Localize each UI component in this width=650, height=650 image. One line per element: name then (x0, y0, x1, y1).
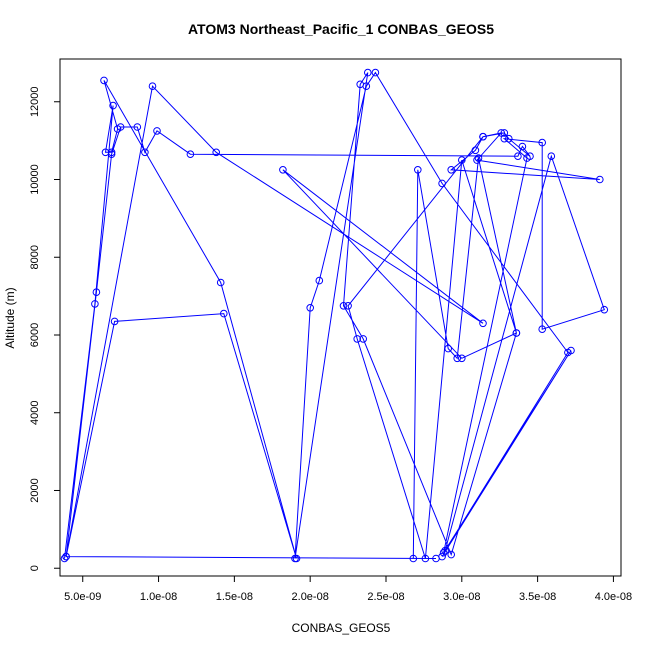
data-point (141, 148, 149, 157)
data-point (438, 552, 446, 561)
data-point (600, 305, 609, 314)
y-axis: 0 2000 4000 6000 8000 10000 12000 (29, 86, 60, 571)
y-tick-label: 2000 (29, 478, 41, 502)
data-point (116, 123, 125, 131)
data-point (514, 152, 522, 160)
data-point (364, 68, 372, 77)
data-point (453, 354, 462, 363)
data-point (447, 166, 456, 174)
data-point (107, 148, 116, 157)
plot-area (60, 68, 609, 563)
data-point (512, 329, 521, 337)
series-line (64, 71, 605, 559)
data-points (60, 68, 609, 563)
x-tick-label: 4.0e-08 (595, 591, 632, 603)
y-tick-label: 4000 (29, 400, 41, 424)
data-point (547, 152, 556, 160)
data-point (339, 302, 348, 310)
plot-frame (59, 58, 622, 577)
x-tick-label: 2.5e-08 (367, 591, 404, 603)
data-point (497, 129, 506, 137)
data-point (133, 123, 142, 131)
x-tick-label: 3.0e-08 (443, 591, 480, 603)
data-point (109, 101, 117, 110)
data-point (110, 317, 119, 326)
data-point (439, 548, 448, 557)
data-point (279, 166, 287, 174)
data-point (458, 156, 466, 164)
data-point (148, 82, 157, 90)
data-point (344, 302, 352, 310)
y-tick-label: 8000 (29, 245, 41, 269)
data-point (353, 335, 362, 343)
data-point (107, 150, 116, 158)
data-point (473, 156, 481, 164)
data-point (567, 346, 575, 355)
data-point (479, 319, 487, 328)
data-point (458, 354, 466, 363)
data-point (438, 179, 446, 188)
x-tick-label: 3.5e-08 (519, 591, 556, 603)
x-axis: 5.0e-09 1.0e-08 1.5e-08 2.0e-08 2.5e-08 3.0e-… (64, 576, 632, 603)
data-point (500, 129, 509, 137)
data-point (153, 127, 161, 135)
data-point (359, 335, 368, 343)
data-point (518, 142, 527, 151)
data-point (306, 304, 315, 312)
data-point (474, 154, 483, 162)
data-point (212, 148, 220, 157)
data-point (414, 166, 422, 174)
x-axis-label: CONBAS_GEOS5 (292, 621, 391, 635)
data-point (186, 150, 195, 158)
y-axis-label: Altitude (m) (3, 287, 17, 348)
data-point (315, 276, 324, 285)
data-point (362, 82, 371, 90)
x-tick-label: 1.5e-08 (216, 591, 253, 603)
data-point (441, 546, 449, 555)
y-tick-label: 0 (29, 565, 41, 571)
data-point (91, 300, 99, 308)
chart-title: ATOM3 Northeast_Pacific_1 CONBAS_GEOS5 (188, 21, 494, 37)
data-point (523, 154, 531, 162)
data-point (371, 68, 380, 77)
data-point (60, 554, 69, 563)
data-point (479, 132, 487, 141)
data-point (92, 288, 101, 297)
data-point (216, 278, 225, 287)
x-tick-label: 1.0e-08 (140, 591, 177, 603)
data-point (505, 134, 513, 143)
data-point (220, 309, 228, 318)
y-tick-label: 6000 (29, 323, 41, 347)
x-tick-label: 5.0e-09 (64, 591, 101, 603)
data-point (444, 344, 453, 353)
data-point (409, 554, 418, 563)
data-point (291, 554, 299, 563)
data-point (62, 552, 70, 561)
data-point (421, 554, 430, 563)
data-point (447, 550, 456, 559)
data-point (100, 76, 108, 85)
data-point (538, 325, 547, 334)
data-point (596, 175, 604, 184)
data-point (471, 146, 480, 155)
data-point (538, 138, 547, 147)
x-tick-label: 2.0e-08 (292, 591, 329, 603)
y-tick-label: 12000 (29, 86, 41, 117)
data-point (500, 134, 509, 143)
y-tick-label: 10000 (29, 164, 41, 195)
